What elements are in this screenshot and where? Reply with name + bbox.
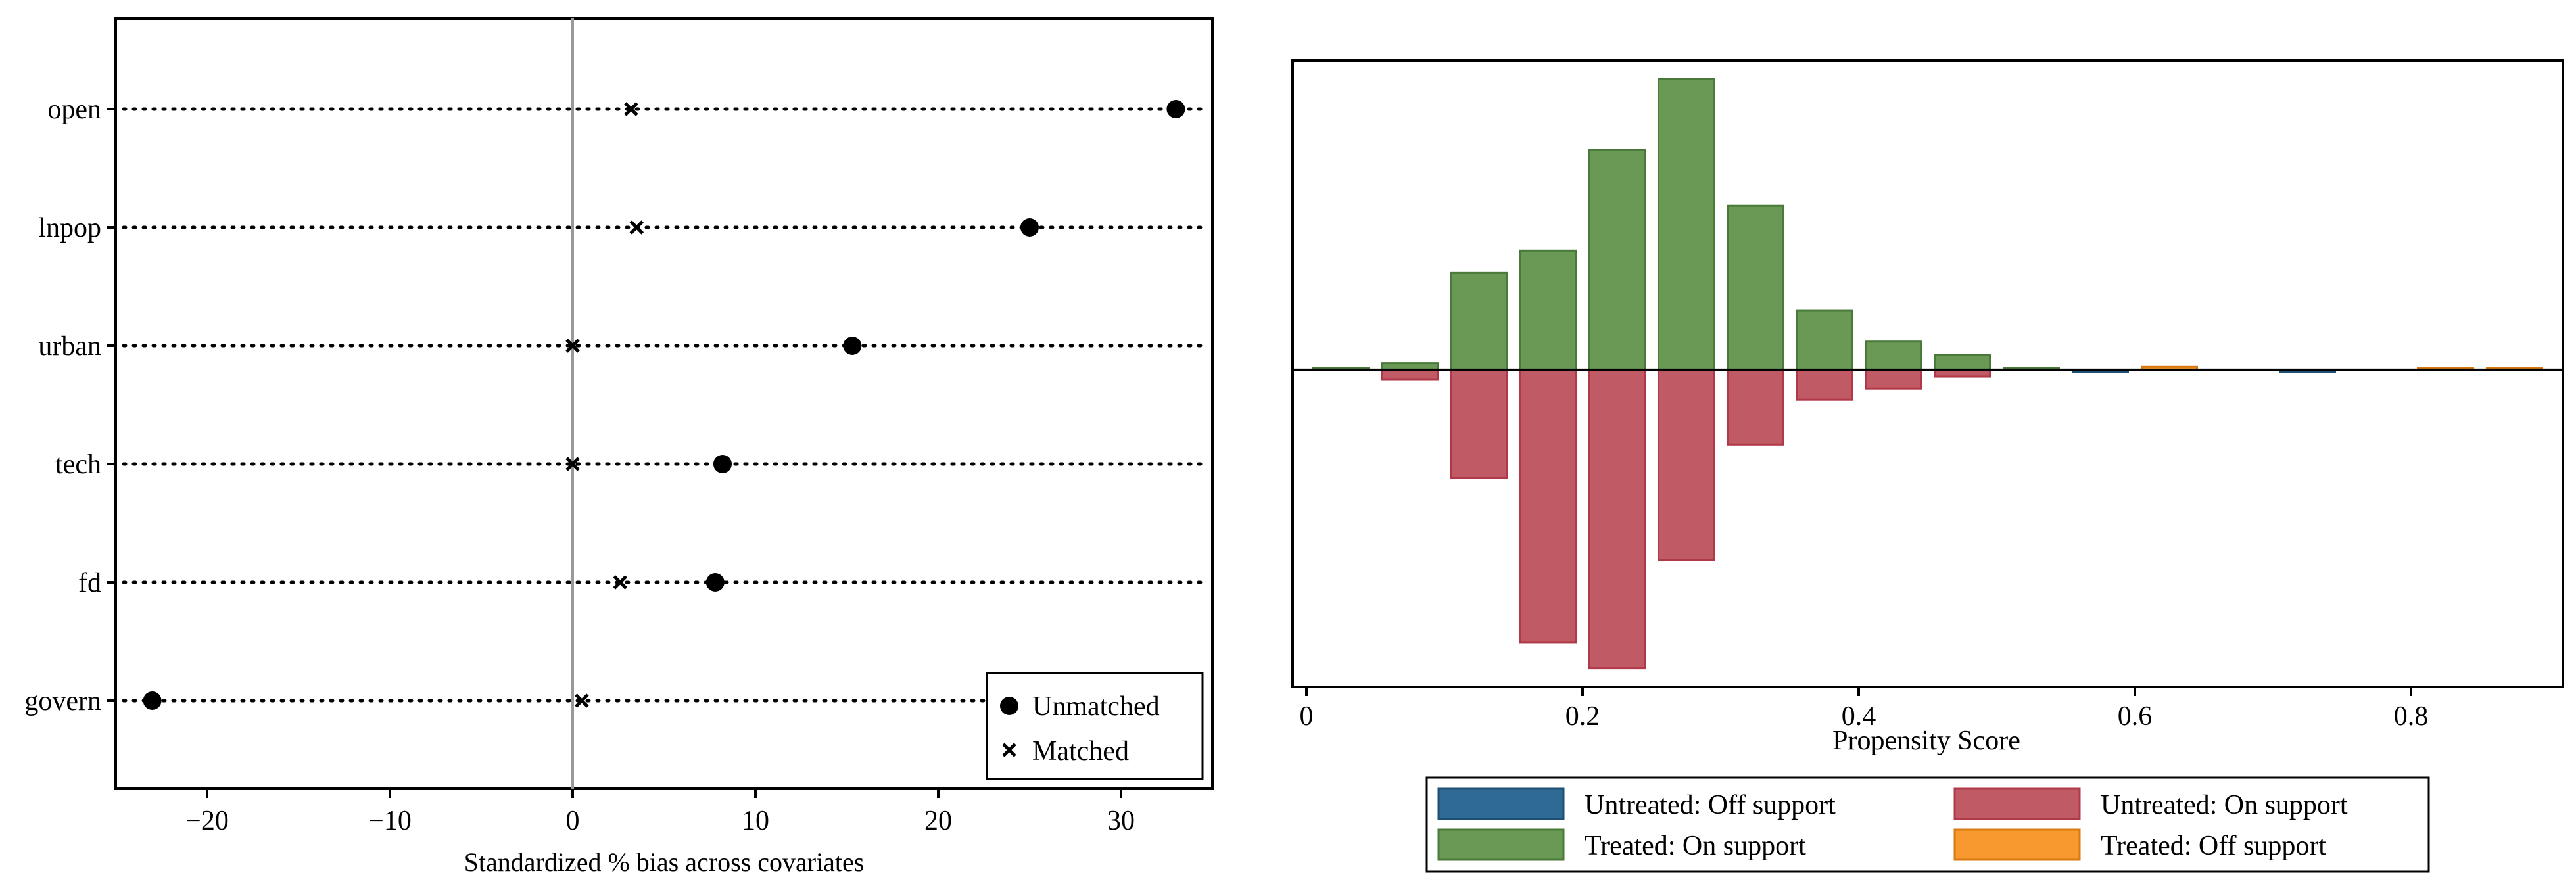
histogram-x-tick-label-3: 0.6	[2118, 701, 2153, 732]
legend-unmatched-marker	[1000, 697, 1018, 715]
treated-bar-4	[1588, 149, 1646, 371]
legend-label-untreated-off: Untreated: Off support	[1585, 790, 1836, 820]
matched-point-govern	[575, 693, 589, 708]
treated-bar-9	[1934, 354, 1991, 371]
legend-label-treated-off: Treated: Off support	[2101, 831, 2326, 861]
matched-point-tech	[565, 457, 580, 471]
bias-plot-frame	[114, 17, 1214, 790]
x-tick-label-1: −10	[368, 806, 412, 836]
treated-bar-8	[1865, 340, 1922, 371]
x-tick-label-5: 30	[1107, 806, 1135, 836]
propensity-histogram-panel: 0 0.2 0.4 0.6 0.8 Propensity Score Untreated…	[1291, 59, 2564, 873]
bias-plot-x-ticks: −20 −10 0 10 20 30	[185, 789, 1135, 836]
histogram-x-tick-label-0: 0	[1300, 701, 1314, 732]
matched-point-lnpop	[629, 220, 644, 235]
matched-point-fd	[613, 575, 628, 590]
histogram-frame	[1291, 59, 2564, 688]
legend-swatch-treated-on	[1437, 828, 1565, 861]
untreated-bar-6	[1727, 369, 1784, 446]
histogram-x-tick-label-4: 0.8	[2394, 701, 2429, 732]
x-tick-label-3: 10	[742, 806, 769, 836]
matched-point-open	[624, 102, 638, 116]
legend-swatch-untreated-on	[1953, 787, 2081, 820]
legend-unmatched-label: Unmatched	[1032, 691, 1160, 722]
covariate-labels: open lnpop urban tech fd govern	[24, 95, 101, 716]
x-tick-label-4: 20	[924, 806, 952, 836]
unmatched-point-fd	[705, 573, 725, 592]
covariate-label-govern: govern	[24, 686, 101, 716]
legend-label-treated-on: Treated: On support	[1585, 831, 1806, 861]
treated-bar-5	[1658, 78, 1715, 371]
covariate-label-tech: tech	[55, 450, 101, 480]
histogram-legend-box	[1425, 776, 2430, 873]
bias-plot-legend: Unmatched Matched	[986, 672, 1204, 780]
histogram-x-tick-label-1: 0.2	[1565, 701, 1600, 732]
histogram-x-axis-label: Propensity Score	[1832, 726, 2020, 756]
legend-matched-marker	[1002, 743, 1016, 757]
legend-label-untreated-on: Untreated: On support	[2101, 790, 2348, 820]
histogram-x-ticks: 0 0.2 0.4 0.6 0.8	[1300, 687, 2429, 732]
unmatched-point-tech	[713, 455, 732, 473]
covariate-label-fd: fd	[78, 568, 101, 598]
untreated-bar-3	[1519, 369, 1577, 644]
untreated-bar-5	[1658, 369, 1715, 561]
histogram-x-tick-label-2: 0.4	[1842, 701, 1876, 732]
x-tick-label-0: −20	[185, 806, 229, 836]
treated-bar-6	[1727, 204, 1784, 371]
untreated-bar-8	[1865, 369, 1922, 390]
covariate-label-open: open	[47, 95, 101, 125]
treated-bar-3	[1519, 249, 1577, 371]
treated-bar-7	[1796, 309, 1853, 371]
untreated-bar-4	[1588, 369, 1646, 670]
matched-point-urban	[565, 339, 580, 353]
x-tick-label-2: 0	[566, 806, 580, 836]
covariate-label-lnpop: lnpop	[38, 213, 101, 243]
untreated-bar-1	[1381, 369, 1439, 381]
bias-plot-legend-box	[986, 672, 1204, 780]
histogram-bars	[1312, 78, 2543, 670]
legend-swatch-treated-off	[1953, 828, 2081, 861]
covariate-label-urban: urban	[38, 331, 101, 362]
treated-bar-2	[1450, 271, 1508, 371]
bias-plot-x-axis-label: Standardized % bias across covariates	[464, 847, 865, 877]
bias-plot-panel: open lnpop urban tech fd govern −20 −10 0 10 20 30…	[24, 17, 1214, 877]
legend-swatch-untreated-off	[1437, 787, 1565, 820]
bias-plot-markers	[143, 100, 1185, 710]
legend-matched-label: Matched	[1032, 736, 1129, 766]
unmatched-point-govern	[143, 691, 162, 710]
histogram-legend: Untreated: Off support Untreated: On supp…	[1425, 776, 2430, 873]
unmatched-point-urban	[843, 337, 862, 355]
untreated-bar-2	[1450, 369, 1508, 479]
unmatched-point-lnpop	[1020, 218, 1039, 237]
unmatched-point-open	[1166, 100, 1185, 118]
untreated-bar-7	[1796, 369, 1853, 401]
bias-plot-row-lines	[107, 107, 1206, 703]
